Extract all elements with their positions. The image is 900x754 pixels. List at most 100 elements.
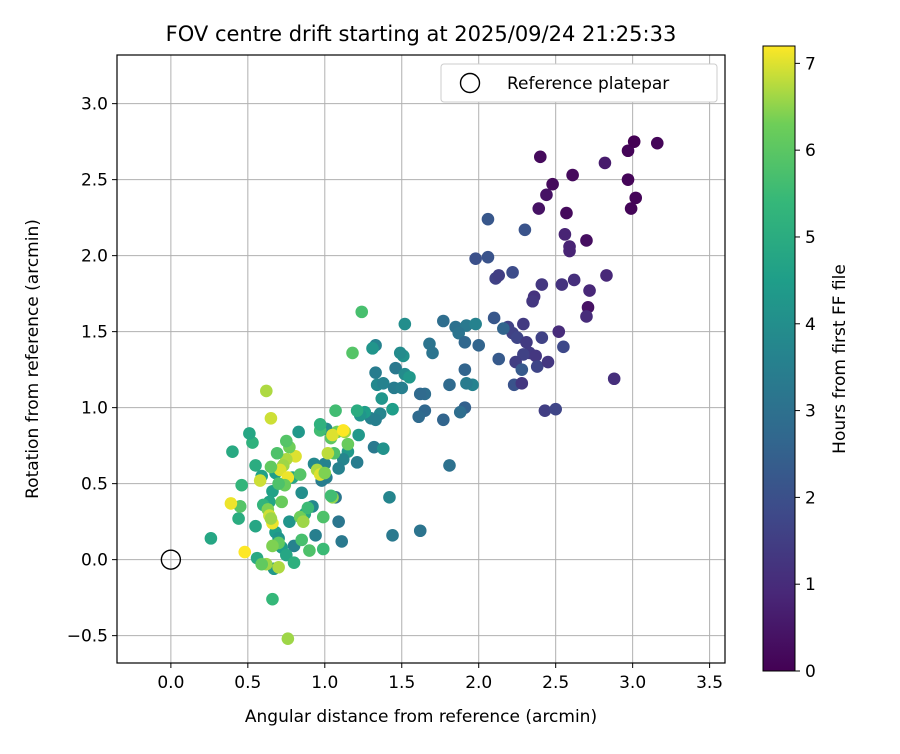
scatter-point [332,515,345,528]
scatter-point [580,310,593,323]
scatter-point [580,234,593,247]
scatter-point [650,136,664,150]
scatter-point [398,317,412,331]
y-tick-label: 1.5 [81,323,108,343]
scatter-point [272,560,285,574]
scatter-point [313,418,327,431]
plot-frame [116,54,726,664]
legend-marker [459,72,481,94]
x-tick-label: 1.0 [311,673,338,693]
scatter-point [452,326,466,340]
scatter-point [520,335,533,349]
scatter-point [341,437,355,451]
scatter-point [453,405,467,419]
colorbar-tick-label: 3 [805,402,816,422]
colorbar: 0 1 2 3 4 5 6 7 Hours from first FF file [762,45,850,682]
scatter-point [383,491,396,504]
scatter-point [272,477,285,490]
scatter-point [287,556,301,569]
y-axis-ticks: −0.5 0.0 0.5 1.0 1.5 2.0 2.5 3.0 [67,95,117,647]
y-tick-label: 0.0 [81,551,108,571]
scatter-point [243,427,256,440]
scatter-point [600,269,613,282]
scatter-point [492,352,506,366]
y-tick-label: 2.5 [81,171,108,191]
y-tick-label: −0.5 [67,627,108,647]
scatter-point [350,404,364,417]
scatter-point [481,250,495,264]
scatter-point [426,346,439,360]
scatter-point [296,515,310,528]
scatter-point [224,497,238,510]
scatter-point [316,510,330,524]
x-tick-label: 3.0 [619,673,646,693]
scatter-point [266,539,279,553]
colorbar-tick-label: 1 [805,575,816,595]
scatter-point [532,202,546,215]
scatter-point [506,266,519,279]
scatter-point [437,314,450,328]
scatter-point [204,532,218,545]
reference-platepar-marker [160,549,182,570]
scatter-point [238,545,252,559]
scatter-point [226,445,239,459]
scatter-point [301,501,315,515]
colorbar-tick-label: 6 [805,141,816,161]
x-tick-label: 0.5 [234,673,261,693]
scatter-point [458,335,472,349]
colorbar-gradient [762,45,796,672]
scatter-point [629,191,643,205]
scatter-point [566,168,579,182]
y-tick-label: 1.0 [81,399,108,419]
scatter-point [260,384,273,398]
scatter-point [598,156,612,170]
scatter-point [253,474,267,487]
scatter-point [535,278,549,291]
scatter-point [266,592,279,606]
scatter-point [517,348,530,361]
scatter-point [443,378,456,392]
scatter-point [395,381,409,395]
colorbar-tick-label: 4 [805,315,816,335]
scatter-point [552,325,566,338]
scatter-point [295,533,309,547]
y-tick-label: 3.0 [81,95,108,115]
scatter-point [352,428,365,442]
scatter-point [283,515,296,528]
scatter-point [346,346,359,360]
scatter-point [332,462,345,475]
scatter-point [541,355,555,369]
scatter-point [492,269,506,282]
scatter-point [443,459,456,472]
scatter-point [264,512,278,525]
colorbar-ticks: 0 1 2 3 4 5 6 7 [795,54,816,682]
scatter-point [295,486,309,500]
colorbar-tick-label: 2 [805,488,816,508]
colorbar-label: Hours from first FF file [830,264,850,454]
scatter-point [235,478,248,492]
scatter-point [232,512,245,525]
scatter-point [275,495,288,509]
scatter-point [413,387,427,401]
scatter-point [555,278,569,291]
scatter-point [558,228,572,241]
scatter-point [376,442,390,455]
scatter-point [249,519,262,533]
chart-title: FOV centre drift starting at 2025/09/24 … [166,22,677,46]
scatter-point [264,460,278,474]
reference-marker-layer [160,549,182,570]
scatter-point [621,173,635,186]
scatter-point [515,363,529,376]
x-tick-label: 2.5 [542,673,569,693]
grid-lines [117,55,725,663]
scatter-point [403,370,416,384]
scatter-point [255,557,268,571]
scatter-point [386,529,399,542]
scatter-point [540,188,553,202]
scatter-point [621,144,635,158]
scatter-point [624,202,638,215]
scatter-point [264,411,278,425]
scatter-point [335,535,349,548]
